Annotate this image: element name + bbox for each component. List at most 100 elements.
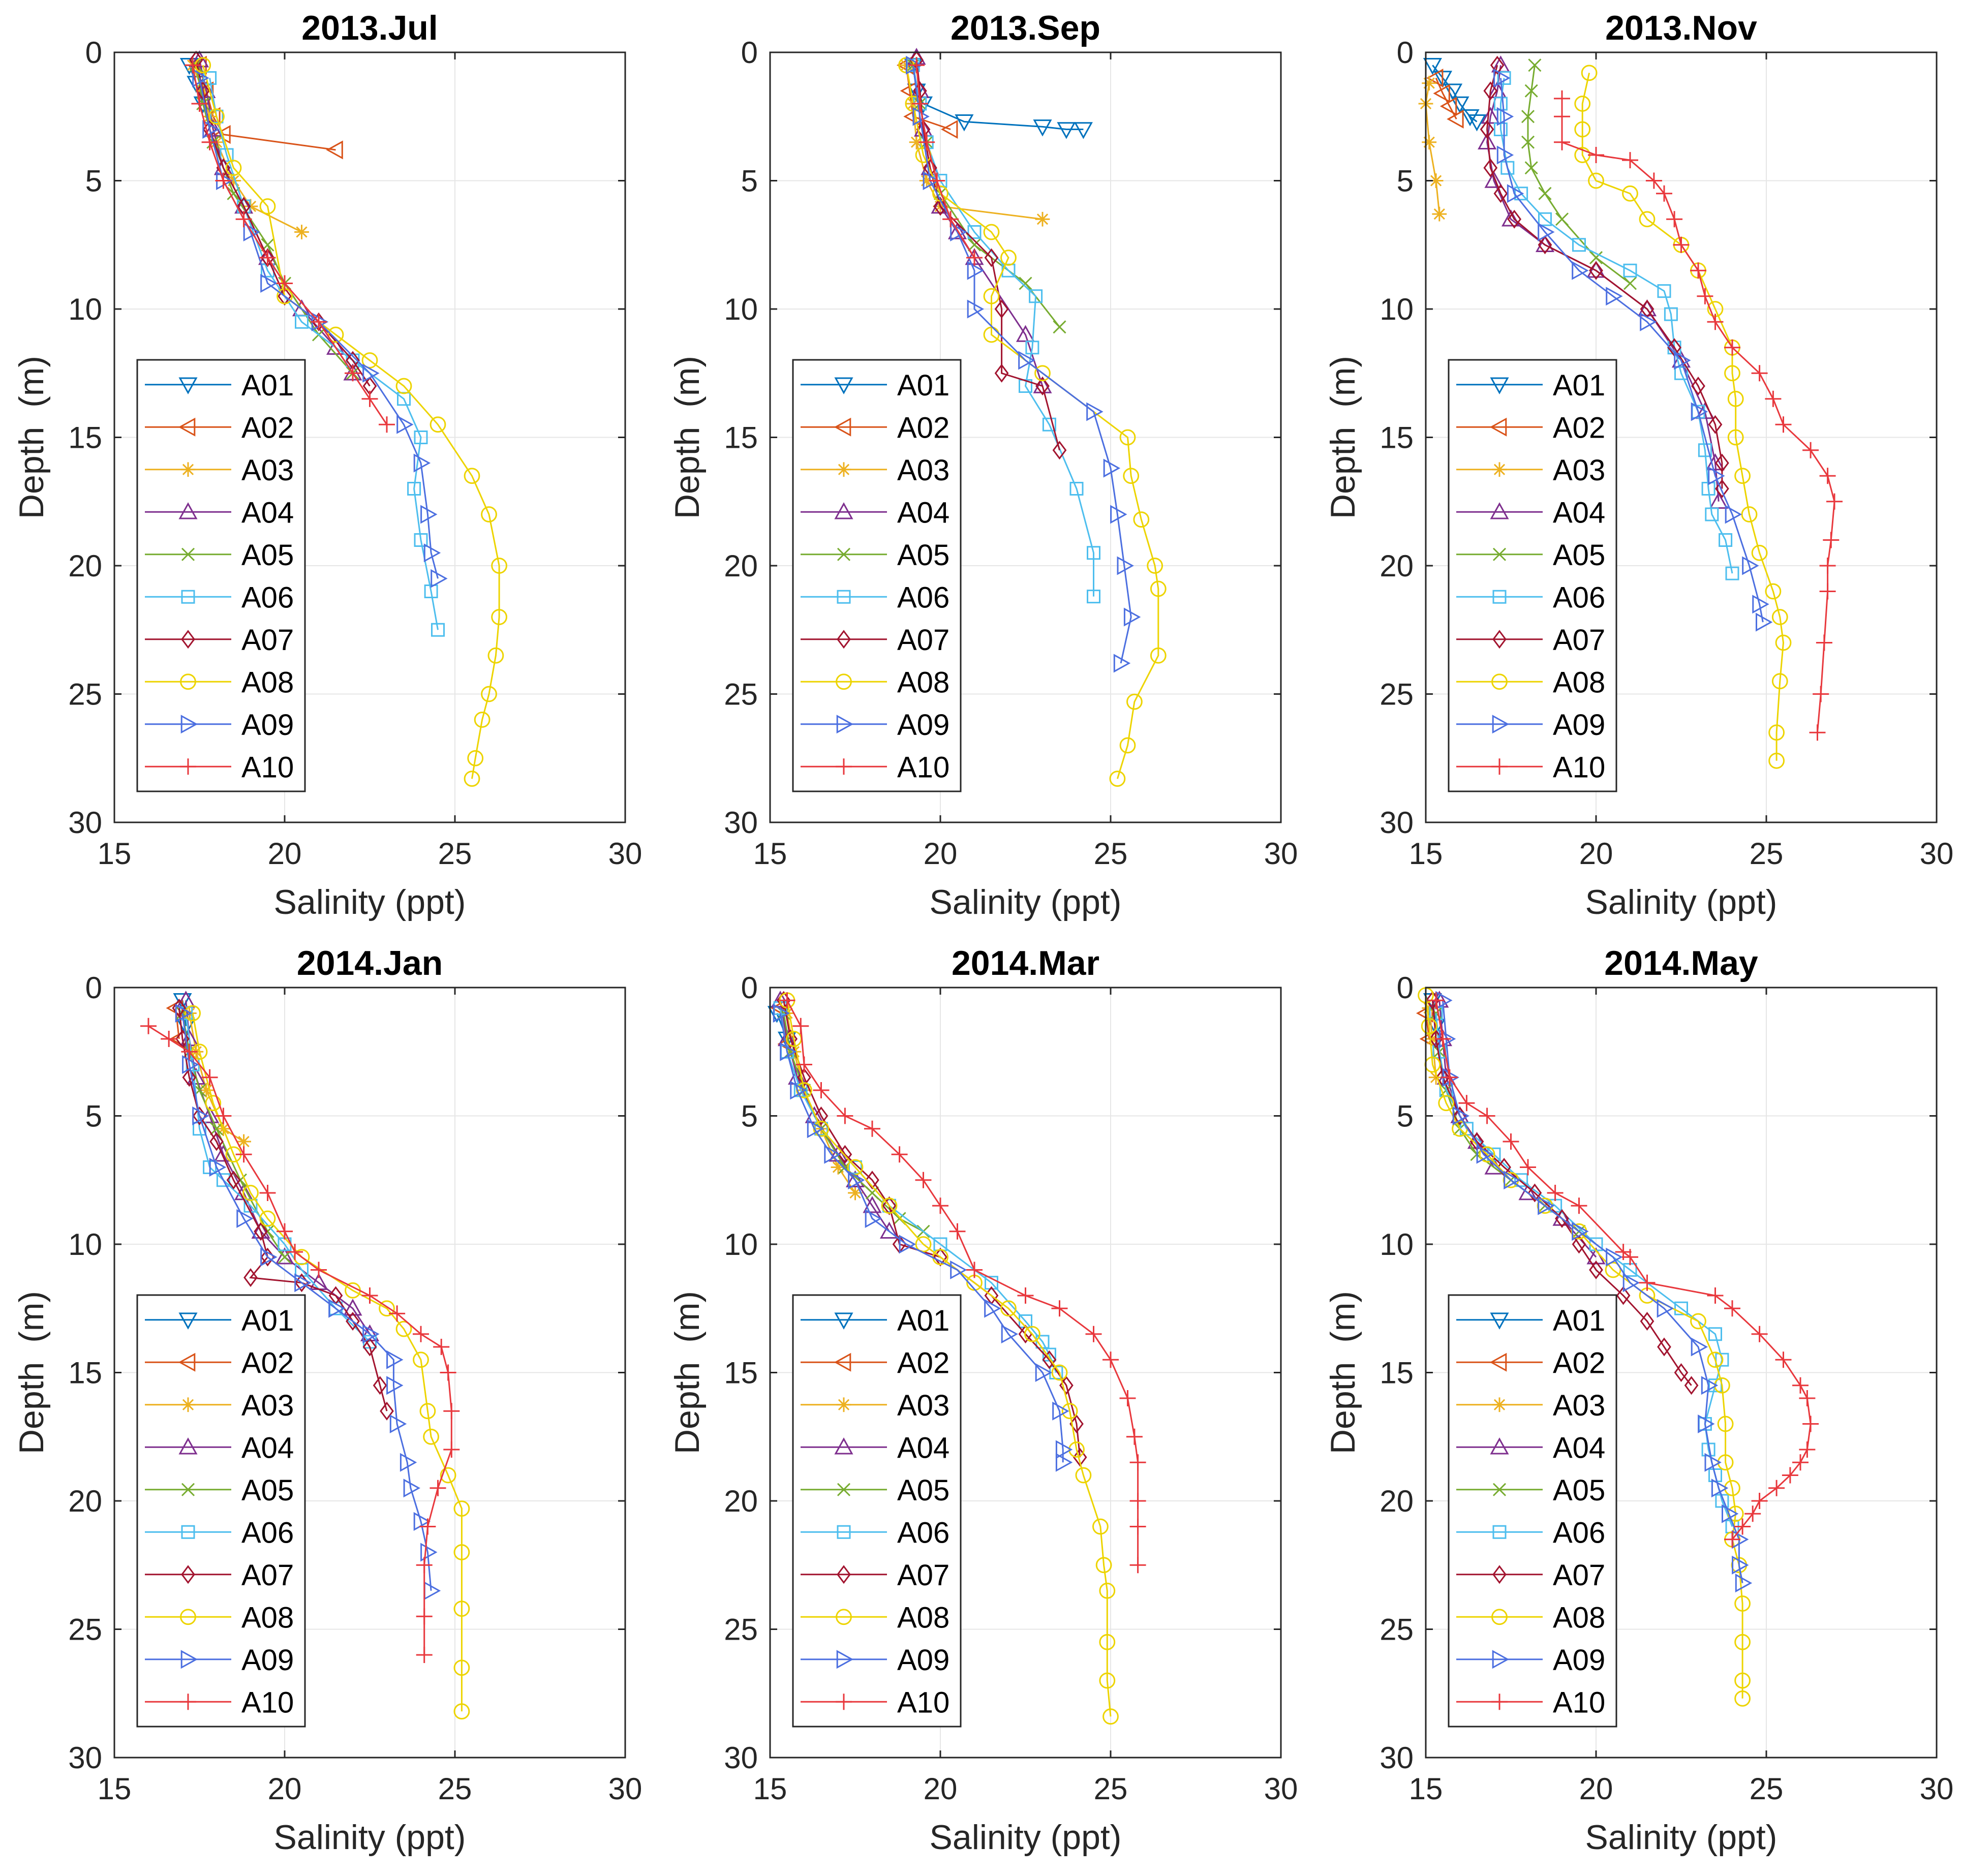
data-point-A10: [1799, 1441, 1816, 1458]
data-point-A10: [1802, 442, 1819, 458]
data-point-A10: [1765, 390, 1782, 407]
legend-marker-A04: [834, 502, 853, 519]
series-line-A09: [1499, 78, 1764, 623]
data-point-A09: [967, 299, 985, 319]
data-point-A08: [361, 352, 378, 368]
legend-marker-A10: [836, 758, 852, 775]
data-point-A03: [199, 1083, 214, 1098]
data-point-A08: [881, 1197, 898, 1214]
data-point-A08: [1421, 1018, 1437, 1034]
data-point-A08: [1771, 673, 1788, 690]
data-point-A07: [797, 1068, 811, 1087]
data-point-A07: [994, 299, 1009, 319]
data-point-A08: [983, 224, 1000, 240]
data-point-A09: [413, 453, 431, 473]
legend-marker-A01: [178, 377, 198, 394]
data-point-A07: [1640, 1312, 1654, 1331]
data-point-A08: [185, 1005, 201, 1022]
data-point-A06: [1042, 417, 1056, 432]
y-tick-label: 5: [85, 164, 102, 198]
data-point-A05: [1053, 320, 1066, 334]
legend-marker-A08: [180, 673, 196, 690]
data-point-A08: [983, 326, 1000, 343]
data-point-A06: [1623, 263, 1637, 278]
data-point-A04: [1535, 235, 1555, 253]
legend-label: A04: [897, 496, 949, 529]
data-point-A04: [931, 196, 950, 214]
data-point-A06: [1698, 443, 1712, 457]
data-point-A10: [1768, 1480, 1785, 1496]
data-point-A10: [161, 1031, 177, 1047]
series-A10: [779, 992, 1146, 1574]
data-point-A05: [967, 238, 982, 252]
legend-entry-A08: A08: [1456, 666, 1605, 699]
data-point-A09: [1674, 351, 1691, 370]
data-point-A07: [865, 1171, 879, 1190]
data-point-A09: [1711, 1479, 1729, 1498]
data-point-A10: [1751, 1493, 1768, 1509]
data-point-A06: [216, 1173, 230, 1187]
x-tick-label: 15: [753, 837, 787, 871]
x-tick-label: 20: [268, 837, 302, 871]
data-point-A10: [1102, 1351, 1119, 1368]
x-tick-label: 20: [924, 837, 958, 871]
legend-entry-A05: A05: [801, 539, 949, 572]
legend: A01 A02 A03 A04 A05 A06 A07 A08 A09 A10: [792, 1294, 962, 1728]
data-point-A07: [182, 1068, 197, 1087]
legend-marker-A09: [180, 1650, 198, 1669]
data-point-A08: [453, 1601, 470, 1617]
data-point-A08: [1119, 429, 1136, 446]
panel-title: 2014.May: [1604, 944, 1758, 982]
legend-label: A07: [241, 1559, 294, 1592]
legend-marker-A04: [834, 1437, 853, 1455]
legend-marker-A04: [1490, 502, 1509, 519]
data-point-A07: [1493, 184, 1508, 203]
data-point-A10: [1819, 468, 1836, 484]
data-point-A08: [1724, 365, 1740, 382]
data-point-A10: [1085, 1326, 1102, 1342]
legend-label: A05: [1553, 1474, 1605, 1507]
data-point-A09: [294, 1273, 312, 1293]
x-axis-label: Salinity (ppt): [274, 1818, 466, 1857]
data-point-A10: [389, 1305, 406, 1322]
legend-marker-A08: [180, 1609, 196, 1625]
data-point-A06: [1069, 482, 1084, 496]
legend-entry-A07: A07: [145, 624, 294, 657]
legend-label: A08: [897, 1601, 949, 1634]
data-point-A10: [796, 1056, 812, 1073]
data-point-A10: [1751, 365, 1768, 382]
legend-label: A08: [1553, 1601, 1605, 1634]
data-point-A08: [1000, 1300, 1017, 1317]
data-point-A02: [1447, 109, 1464, 129]
panel-2014.Jan: 15 20 25 30 0 5 10 15 20 25 30 2014.Jan Salinity (pp…: [12, 944, 642, 1857]
y-tick-label: 15: [724, 421, 758, 455]
legend-entry-A10: A10: [801, 751, 949, 784]
legend-label: A02: [897, 411, 949, 444]
data-point-A08: [1734, 1595, 1751, 1612]
data-point-A10: [1458, 1095, 1475, 1112]
data-point-A04: [343, 1299, 362, 1316]
data-point-A01: [1423, 57, 1442, 75]
legend-entry-A04: A04: [801, 1431, 949, 1464]
legend-entry-A02: A02: [801, 1346, 949, 1379]
legend-box: [792, 1294, 962, 1728]
legend-label: A10: [897, 751, 949, 784]
legend-box: [792, 359, 962, 792]
y-tick-label: 10: [724, 1227, 758, 1262]
y-tick-label: 25: [1380, 678, 1414, 712]
data-point-A06: [414, 533, 428, 547]
data-point-A09: [1701, 1376, 1719, 1395]
series-line-A08: [1581, 73, 1785, 761]
legend-label: A09: [897, 709, 949, 742]
data-point-A08: [208, 108, 225, 125]
y-tick-label: 25: [68, 678, 102, 712]
data-point-A03: [909, 135, 924, 150]
data-point-A09: [1572, 261, 1589, 280]
data-point-A08: [1727, 390, 1744, 407]
data-point-A07: [1684, 1376, 1699, 1395]
legend-marker-A05: [181, 547, 195, 561]
y-tick-label: 20: [68, 1484, 102, 1518]
data-point-A09: [1722, 1504, 1739, 1523]
data-point-A10: [1666, 211, 1683, 228]
data-point-A09: [1035, 1363, 1053, 1382]
